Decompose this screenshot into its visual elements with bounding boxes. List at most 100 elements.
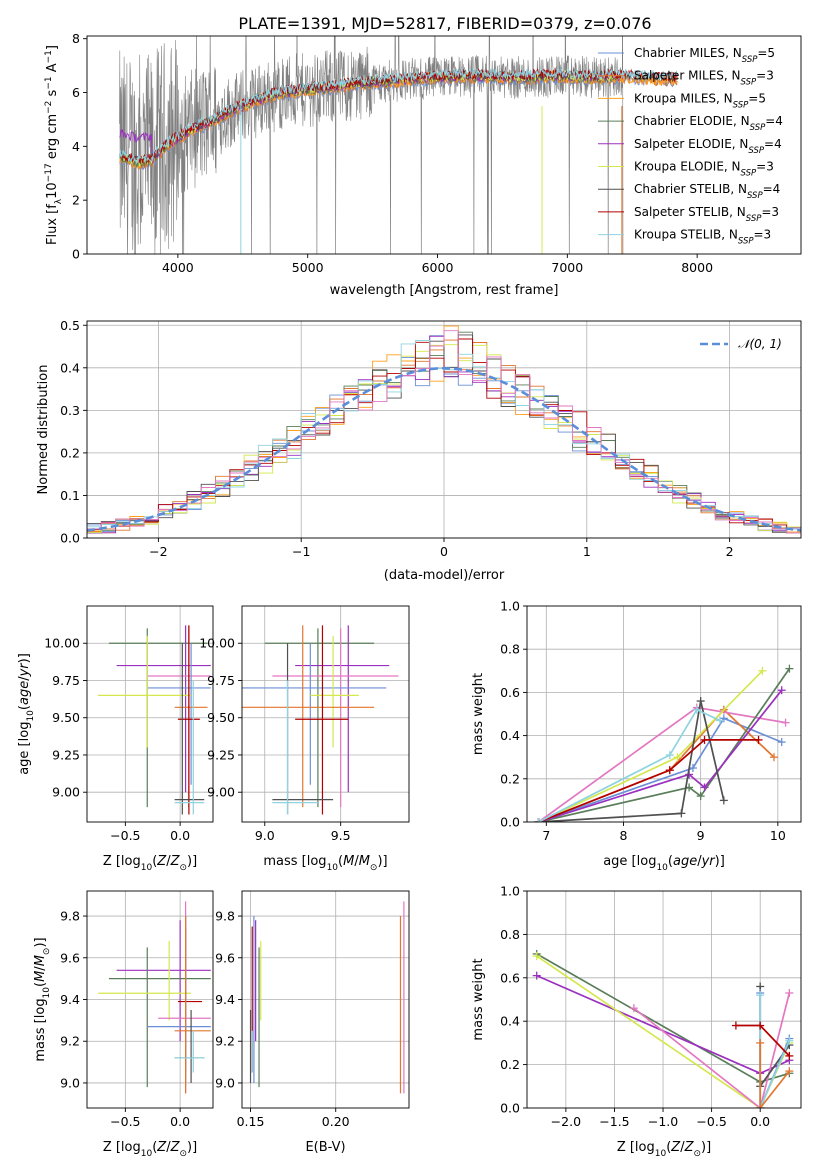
mass-weight-line <box>759 1042 790 1108</box>
x-tick-label: −0.5 <box>110 828 140 843</box>
legend-label: Salpeter MILES, NSSP=3 <box>634 69 774 88</box>
x-tick-label: 9 <box>697 828 705 843</box>
y-tick-label: 9.4 <box>215 992 235 1007</box>
mass-weight-marker <box>756 1021 765 1030</box>
data-point-errorbar <box>295 625 349 815</box>
data-point-errorbar <box>272 628 399 808</box>
x-tick-label: 2 <box>726 544 734 559</box>
mass-weight-marker <box>777 738 786 747</box>
x-tick-label: 8000 <box>681 260 713 275</box>
mass-weight-marker <box>756 1104 765 1108</box>
legend-label: Chabrier ELODIE, NSSP=4 <box>634 114 783 133</box>
axes-frame <box>86 35 802 255</box>
x-axis-label: E(B-V) <box>305 1140 345 1155</box>
x-tick-label: −0.5 <box>110 1114 140 1129</box>
mass-weight-marker <box>715 716 724 725</box>
mass-weight-line <box>538 708 721 822</box>
x-axis-label: Z [log10(Z/Z⊙)] <box>103 1140 197 1159</box>
x-tick-label: −2.0 <box>551 1114 581 1129</box>
axes-weight_vs_age: 7 8 9 10 0.0 0.2 0.4 0.6 0.8 1.0 age [log10(age/yr… <box>471 599 802 873</box>
y-tick-label: 9.00 <box>207 785 235 800</box>
mass-weight-marker <box>785 1067 794 1076</box>
axes-spectrum: 4000 5000 6000 7000 8000 0 2 4 6 8 Chabrier MILES,… <box>44 31 802 298</box>
y-tick-label: 9.25 <box>207 747 235 762</box>
mass-weight-line <box>759 995 791 1108</box>
y-tick-label: 0.8 <box>500 927 520 942</box>
y-tick-label: 9.2 <box>215 1034 235 1049</box>
x-tick-label: 8 <box>620 828 628 843</box>
y-tick-label: 0.5 <box>60 318 80 333</box>
y-tick-label: 0.3 <box>60 403 80 418</box>
y-axis-label: Flux [fλ10−17 erg cm−2 s−1 A−1] <box>44 45 64 245</box>
x-axis-label: (data-model)/error <box>384 568 505 583</box>
y-tick-label: 0.0 <box>500 1101 520 1116</box>
x-tick-label: −1 <box>292 544 310 559</box>
figure-title: PLATE=1391, MJD=52817, FIBERID=0379, z=0… <box>238 14 651 33</box>
x-tick-label: 9.0 <box>255 828 275 843</box>
y-tick-label: 0.4 <box>500 1014 520 1029</box>
axes-frame <box>526 890 802 1109</box>
mass-weight-marker <box>769 753 778 762</box>
mass-weight-marker <box>785 988 794 997</box>
mass-weight-marker <box>785 664 794 673</box>
data-point-errorbar <box>97 635 192 748</box>
y-tick-label: 0.6 <box>500 685 520 700</box>
x-tick-label: 5000 <box>292 260 324 275</box>
y-axis-label: Normed distribution <box>36 365 51 495</box>
y-axis-label: mass [log10(M/M⊙)] <box>33 937 52 1061</box>
x-tick-label: 7 <box>542 828 550 843</box>
axes-mass_vs_ebv: 0.15 0.20 9.0 9.2 9.4 9.6 9.8 E(B-V) <box>215 890 410 1155</box>
y-tick-label: 9.0 <box>215 1075 235 1090</box>
data-point-errorbar <box>310 635 359 748</box>
mass-weight-marker <box>781 718 790 727</box>
data-point-errorbar <box>272 680 318 815</box>
y-tick-label: 0.4 <box>60 360 80 375</box>
axes-frame <box>241 890 410 1109</box>
y-tick-label: 9.75 <box>207 673 235 688</box>
x-tick-label: −0.5 <box>696 1114 726 1129</box>
mass-weight-marker <box>756 991 765 1000</box>
data-point-errorbar <box>147 643 211 785</box>
axes-weight_vs_Z: −2.0 −1.5 −1.0 −0.5 0.0 0.0 0.2 0.4 0.6 0.8 1.0 Z [… <box>471 884 802 1159</box>
legend-label: 𝒩(0, 1) <box>738 337 782 351</box>
model-spectrum-kroupa-stelib <box>119 67 678 165</box>
plot-inner-weight_vs_age <box>527 606 801 822</box>
mass-weight-marker <box>673 753 682 762</box>
axes-age_vs_Z: −0.5 0.0 9.00 9.25 9.50 9.75 10.00 Z [log10(Z/Z… <box>17 605 214 873</box>
x-axis-label: Z [log10(Z/Z⊙)] <box>103 854 197 873</box>
data-point-errorbar <box>174 643 205 815</box>
axes-frame <box>86 320 802 539</box>
y-tick-label: 2 <box>72 193 80 208</box>
axes-frame <box>86 605 214 823</box>
data-point-errorbar <box>174 1030 205 1073</box>
y-axis-label: mass weight <box>471 958 486 1040</box>
y-tick-label: 9.4 <box>60 992 80 1007</box>
y-tick-label: 9.6 <box>215 950 235 965</box>
x-tick-label: 6000 <box>422 260 454 275</box>
mass-weight-line <box>538 700 725 822</box>
mass-weight-marker <box>665 751 674 760</box>
plot-inner-mass_vs_ebv <box>242 891 409 1108</box>
y-tick-label: 9.0 <box>60 1075 80 1090</box>
data-point-errorbar <box>242 643 387 785</box>
x-tick-label: 0.0 <box>750 1114 770 1129</box>
normal-distribution-curve <box>87 366 801 532</box>
data-point-errorbar <box>116 625 211 793</box>
mass-weight-line <box>538 717 783 822</box>
y-tick-label: 4 <box>72 139 80 154</box>
mass-weight-marker <box>677 809 686 818</box>
y-axis-label: mass weight <box>471 673 486 755</box>
axes-mass_vs_Z: −0.5 0.0 9.0 9.2 9.4 9.6 9.8 Z [log10(Z/Z⊙)] mas… <box>33 890 214 1159</box>
plot-area: 4000 5000 6000 7000 8000 0 2 4 6 8 Chabrier MILES,… <box>17 31 802 1159</box>
x-tick-label: 0.0 <box>170 1114 190 1129</box>
mass-weight-line <box>538 689 783 822</box>
data-point-errorbar <box>264 628 375 808</box>
legend-label: Kroupa STELIB, NSSP=3 <box>634 228 771 247</box>
x-tick-label: 10 <box>770 828 786 843</box>
y-tick-label: 0.6 <box>500 970 520 985</box>
legend-label: Salpeter STELIB, NSSP=3 <box>634 205 779 224</box>
mass-weight-marker <box>700 783 709 792</box>
residual-histogram-step <box>87 334 801 534</box>
mass-weight-marker <box>700 735 709 744</box>
legend-label: Chabrier STELIB, NSSP=4 <box>634 182 780 201</box>
